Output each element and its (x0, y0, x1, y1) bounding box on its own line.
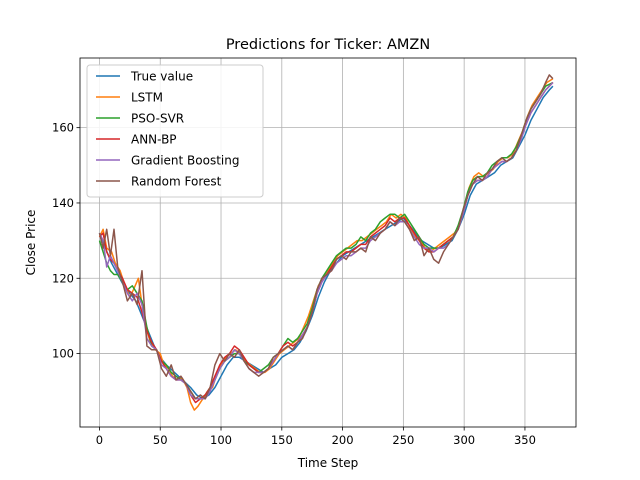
series-lines (98, 74, 554, 411)
x-tick-label: 100 (210, 433, 232, 447)
y-tick-label: 120 (52, 271, 74, 285)
y-axis-label: Close Price (24, 210, 38, 276)
y-tick-label: 140 (52, 196, 74, 210)
series-line-random-forest (98, 74, 554, 400)
x-tick-label: 350 (514, 433, 536, 447)
y-tick-label: 160 (52, 121, 74, 135)
legend-label-random-forest: Random Forest (131, 175, 222, 189)
legend-label-lstm: LSTM (131, 91, 163, 105)
axis-ticks: 0 50 100 150 200 250 300 350 100 120 140 160 (52, 121, 536, 447)
series-line-true-value (98, 85, 554, 400)
chart-title: Predictions for Ticker: AMZN (226, 37, 430, 53)
x-tick-label: 250 (392, 433, 414, 447)
x-tick-label: 300 (453, 433, 475, 447)
legend-entries: True value LSTM PSO-SVR ANN-BP Gradient Boos… (96, 70, 239, 189)
x-tick-label: 50 (153, 433, 168, 447)
plot-frame (79, 57, 577, 428)
x-tick-label: 150 (271, 433, 293, 447)
legend: True value LSTM PSO-SVR ANN-BP Gradient Boos… (86, 64, 264, 198)
x-axis-label: Time Step (297, 456, 359, 470)
legend-label-ann-bp: ANN-BP (131, 133, 177, 147)
x-tick-label: 0 (96, 433, 103, 447)
x-tick-label: 200 (332, 433, 354, 447)
legend-box (86, 64, 264, 198)
y-tick-label: 100 (52, 347, 74, 361)
legend-label-true-value: True value (130, 70, 193, 84)
legend-label-pso-svr: PSO-SVR (131, 112, 184, 126)
legend-label-gradient-boosting: Gradient Boosting (131, 154, 239, 168)
